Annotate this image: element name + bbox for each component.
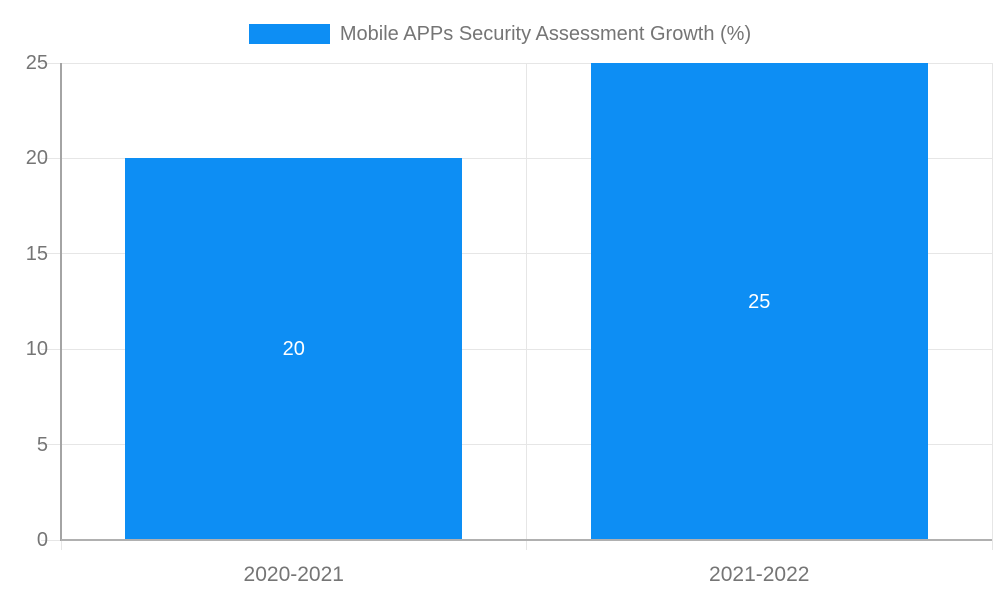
y-axis-tick xyxy=(41,157,61,159)
y-axis-tick xyxy=(41,62,61,64)
y-axis-tick xyxy=(41,348,61,350)
x-axis-tick xyxy=(991,540,993,550)
y-axis-tick-label: 10 xyxy=(25,338,48,361)
y-axis-tick-label: 5 xyxy=(36,433,48,456)
gridline xyxy=(526,63,527,540)
y-axis-tick xyxy=(41,444,61,446)
y-axis-tick-label: 15 xyxy=(25,242,48,265)
gridline xyxy=(991,63,993,540)
y-axis-line xyxy=(60,63,62,541)
bar-value-label: 20 xyxy=(282,338,305,361)
bar[interactable] xyxy=(590,63,928,540)
chart-legend: Mobile APPs Security Assessment Growth (… xyxy=(0,22,1000,46)
x-axis-tick-label: 2020-2021 xyxy=(243,563,344,586)
bar-value-label: 25 xyxy=(748,290,771,313)
y-axis-tick-label: 0 xyxy=(36,529,48,551)
y-axis-tick xyxy=(41,253,61,255)
y-axis-tick-label: 20 xyxy=(25,147,48,170)
bar[interactable] xyxy=(125,158,463,540)
x-axis-tick-label: 2021-2022 xyxy=(709,563,810,586)
y-axis-tick-label: 25 xyxy=(25,52,48,74)
x-axis-tick xyxy=(526,540,527,550)
y-axis-tick xyxy=(41,539,61,541)
x-axis-line xyxy=(61,539,992,541)
legend-swatch-icon xyxy=(248,24,330,44)
legend-label: Mobile APPs Security Assessment Growth (… xyxy=(339,23,752,45)
x-axis-tick xyxy=(60,540,62,550)
